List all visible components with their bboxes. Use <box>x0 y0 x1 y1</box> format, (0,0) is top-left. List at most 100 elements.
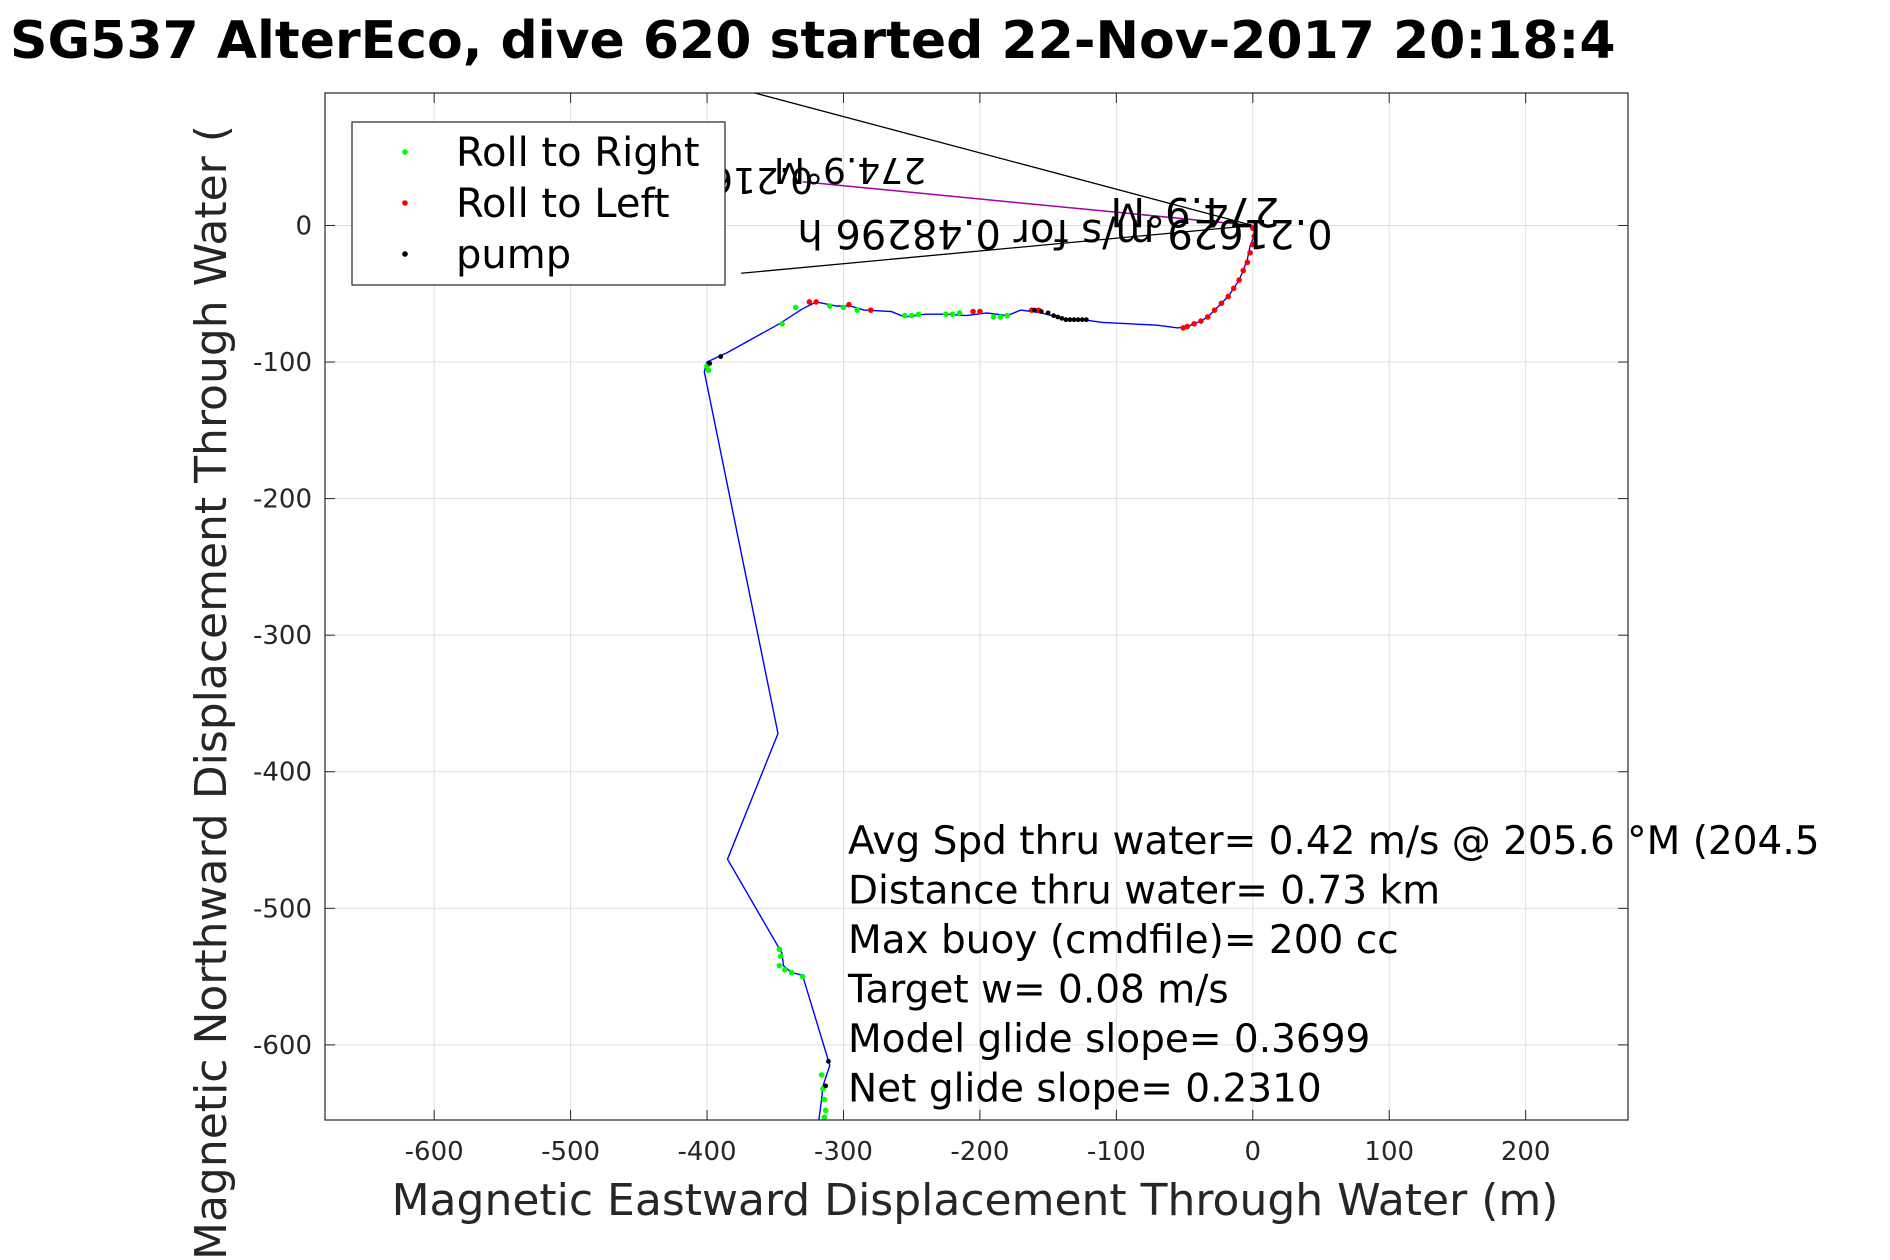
heading-vector-line <box>802 181 1253 227</box>
roll-left-point <box>867 307 874 313</box>
roll-left-point <box>1198 318 1204 324</box>
roll-left-point <box>1225 293 1232 300</box>
y-tick-label: -600 <box>253 1031 312 1061</box>
roll-right-point <box>821 1114 828 1120</box>
roll-left-point <box>1180 325 1187 331</box>
legend: Roll to Right Roll to Left pump <box>351 121 726 286</box>
pump-point <box>718 354 724 359</box>
legend-marker <box>402 251 408 257</box>
y-tick-label: -400 <box>253 758 312 788</box>
roll-left-point <box>1204 314 1211 320</box>
pump-point <box>1055 314 1061 320</box>
stats-line: Distance thru water= 0.73 km <box>848 869 1440 914</box>
roll-right-point <box>821 1096 828 1103</box>
roll-right-point <box>799 973 806 980</box>
heading-label: 274.9°M <box>774 149 926 190</box>
roll-right-point <box>827 303 833 309</box>
pump-point <box>1051 313 1056 319</box>
roll-left-point <box>806 299 813 305</box>
roll-right-point <box>782 966 788 973</box>
y-tick-label: -300 <box>253 621 312 651</box>
roll-right-point <box>956 310 963 316</box>
roll-right-point <box>949 311 956 318</box>
pump-point <box>1059 315 1065 321</box>
y-tick-label: 0 <box>295 211 312 241</box>
legend-label: pump <box>456 232 571 278</box>
x-tick-label: -600 <box>405 1137 464 1167</box>
pump-point <box>1063 317 1069 323</box>
roll-left-point <box>1218 300 1225 307</box>
stats-line: Max buoy (cmdfile)= 200 cc <box>848 918 1399 963</box>
roll-left-point <box>1191 321 1197 327</box>
roll-left-point <box>1211 307 1218 313</box>
roll-left-point <box>1244 259 1251 266</box>
roll-left-point <box>1236 277 1242 283</box>
pump-point <box>1075 317 1081 323</box>
x-tick-label: -400 <box>678 1137 737 1167</box>
pump-point <box>1038 309 1044 314</box>
roll-right-point <box>908 312 915 319</box>
roll-right-point <box>902 312 908 319</box>
stats-line: Net glide slope= 0.2310 <box>848 1067 1322 1112</box>
pump-point <box>1083 317 1089 323</box>
roll-left-point <box>1247 249 1253 256</box>
roll-right-point <box>854 307 860 313</box>
ticks-layer: -600 -500 -400 -300 -200 -100 0 100 200 0 -100 -200… <box>253 93 1628 1167</box>
stats-line: Target w= 0.08 m/s <box>847 968 1229 1013</box>
y-tick-label: -100 <box>253 348 312 378</box>
legend-label: Roll to Left <box>456 181 670 227</box>
pump-point <box>823 1083 829 1089</box>
pump-point <box>1067 317 1073 323</box>
roll-right-point <box>818 1072 825 1078</box>
roll-left-point <box>970 308 976 315</box>
legend-marker <box>402 149 408 155</box>
x-tick-label: -300 <box>814 1137 873 1167</box>
bracket-line <box>754 93 1253 227</box>
x-tick-label: -500 <box>541 1137 600 1167</box>
roll-right-point <box>705 367 712 374</box>
pump-point <box>1079 317 1085 323</box>
x-axis-label: Magnetic Eastward Displacement Through W… <box>392 1175 1559 1226</box>
roll-right-point <box>792 304 799 311</box>
stats-annotations: Avg Spd thru water= 0.42 m/s @ 205.6 °M … <box>847 819 1820 1112</box>
pump-point <box>1071 317 1077 323</box>
roll-right-point <box>915 311 922 318</box>
heading-label: 0.21629 m/s for 0.48296 h <box>797 210 1332 256</box>
axes-box <box>324 92 1629 1121</box>
x-tick-label: 200 <box>1501 1137 1551 1167</box>
roll-right-point <box>840 304 847 311</box>
roll-left-point <box>977 308 983 315</box>
roll-left-point <box>1251 233 1257 240</box>
y-tick-label: -200 <box>253 485 312 515</box>
roll-right-point <box>776 962 783 969</box>
legend-box <box>351 121 726 286</box>
track-layer <box>703 93 1255 1120</box>
roll-right-point <box>943 311 949 318</box>
glider-track-line <box>703 225 1255 1120</box>
roll-right-point <box>1004 312 1010 319</box>
pump-point <box>707 361 713 366</box>
legend-marker <box>402 200 408 206</box>
roll-left-point <box>1249 241 1256 248</box>
chart-title: SG537 AlterEco, dive 620 started 22-Nov-… <box>10 11 1616 71</box>
pump-point <box>826 1058 831 1064</box>
roll-left-point <box>813 299 819 305</box>
points-layer <box>704 225 1257 1120</box>
roll-right-point <box>997 314 1004 320</box>
roll-right-point <box>776 946 783 953</box>
pump-point <box>1032 307 1037 313</box>
roll-left-point <box>1240 267 1247 274</box>
y-tick-label: -500 <box>253 894 312 924</box>
roll-left-point <box>1249 225 1256 232</box>
grid-lines <box>325 93 1628 1120</box>
bracket-line <box>741 224 1253 274</box>
legend-label: Roll to Right <box>456 130 700 176</box>
roll-left-point <box>846 301 852 308</box>
y-axis-label: Magnetic Northward Displacement Through … <box>186 125 237 1260</box>
x-tick-label: 100 <box>1364 1137 1414 1167</box>
roll-right-point <box>788 969 795 976</box>
heading-label: 274.9°M <box>1110 188 1279 234</box>
x-tick-label: -100 <box>1087 1137 1146 1167</box>
pump-point <box>1045 310 1051 316</box>
